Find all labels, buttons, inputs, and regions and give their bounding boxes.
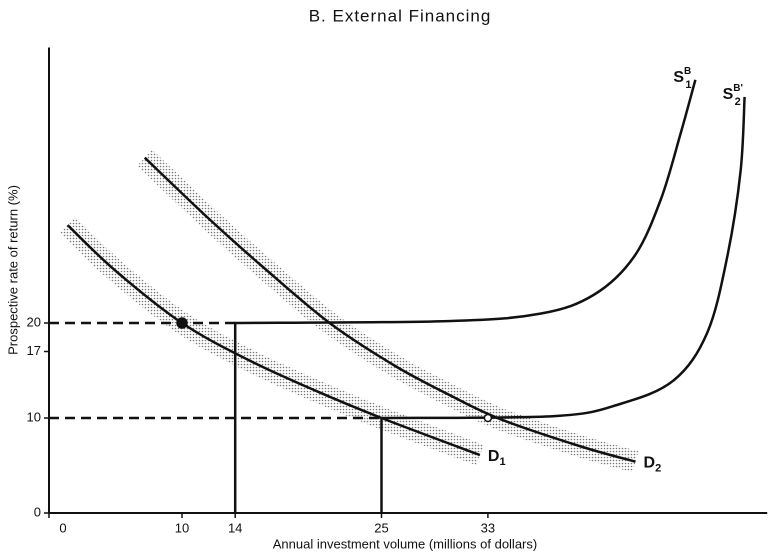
y-tick-label: 10 xyxy=(27,409,41,424)
curve xyxy=(143,156,636,463)
x-tick-label: 10 xyxy=(175,520,189,535)
curve xyxy=(233,79,697,513)
uncertainty-band xyxy=(59,217,484,466)
series-label: SB 1 xyxy=(673,65,691,90)
x-tick-label: 14 xyxy=(228,520,242,535)
chart-title: B. External Financing xyxy=(309,6,492,25)
x-tick-label: 0 xyxy=(59,520,66,535)
curve xyxy=(380,96,746,513)
y-tick-label: 20 xyxy=(27,314,41,329)
y-tick-label: 17 xyxy=(27,343,41,358)
series-label-sub: 1 xyxy=(499,456,505,468)
series-label-sub: 1 xyxy=(685,79,691,91)
equilibrium-point xyxy=(176,317,188,329)
x-tick-label: 33 xyxy=(481,520,495,535)
series-label-main: S xyxy=(723,86,734,103)
series-label-main: D xyxy=(644,455,656,472)
series-label-main: D xyxy=(488,448,500,465)
series-label: D1 xyxy=(488,448,506,468)
series-label-sup: B xyxy=(684,65,691,76)
series-label: D2 xyxy=(644,455,662,475)
series-label: SB' 2 xyxy=(723,83,743,108)
x-axis-label: Annual investment volume (millions of do… xyxy=(273,536,537,551)
equilibrium-point xyxy=(483,413,493,423)
y-axis-label: Prospective rate of return (%) xyxy=(5,185,20,355)
series-label-sup: B' xyxy=(733,83,743,94)
x-tick-label: 25 xyxy=(374,520,388,535)
series-label-sub: 2 xyxy=(735,96,741,108)
y-tick-label: 0 xyxy=(34,504,41,519)
series-label-main: S xyxy=(673,69,684,86)
series-label-sub: 2 xyxy=(655,463,661,475)
curve xyxy=(66,224,481,457)
